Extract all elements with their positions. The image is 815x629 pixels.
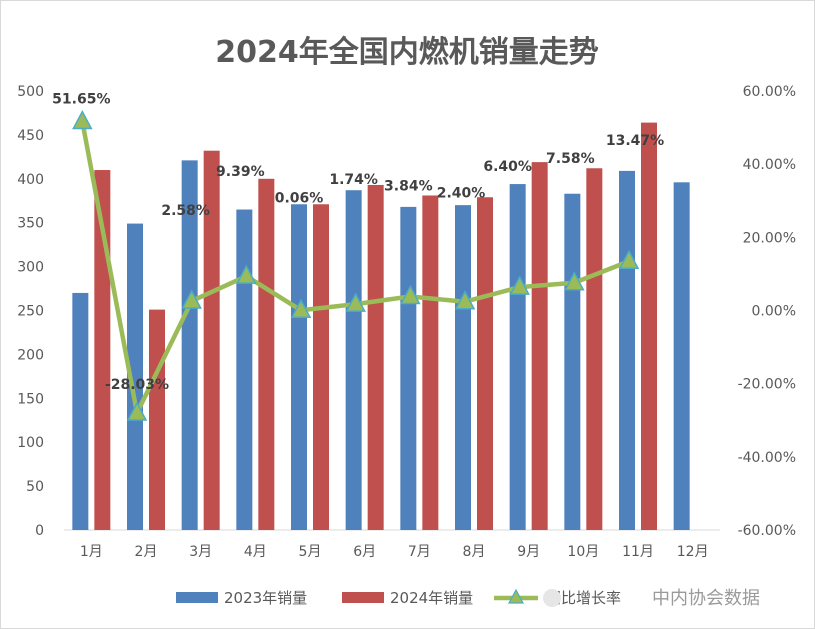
growth-marker: [564, 271, 585, 291]
growth-data-label: 6.40%: [483, 159, 532, 175]
bars: [72, 122, 690, 531]
bar-2024: [531, 162, 548, 531]
legend-label: 2023年销量: [224, 589, 307, 607]
x-tick-label: 5月: [299, 544, 322, 560]
growth-marker: [345, 292, 366, 312]
growth-marker: [400, 284, 421, 305]
bar-2023: [455, 205, 471, 530]
growth-marker: [126, 401, 148, 421]
growth-data-label: -28.03%: [105, 377, 169, 393]
legend-label: 2024年销量: [390, 589, 473, 607]
x-tick-label: 11月: [622, 544, 654, 560]
y-right-tick-label: 60.00%: [743, 84, 796, 100]
y-left-tick-label: 100: [17, 435, 44, 451]
x-tick-label: 1月: [80, 544, 103, 560]
growth-data-label: 13.47%: [606, 133, 664, 149]
watermark: 中内协会数据: [543, 588, 760, 609]
y-right-tick-label: -20.00%: [738, 377, 796, 393]
bar-2023: [291, 204, 307, 530]
growth-data-label: 3.84%: [384, 178, 433, 194]
y-right-tick-label: 20.00%: [743, 230, 796, 246]
growth-marker: [181, 289, 202, 309]
y-left-tick-label: 150: [17, 391, 44, 407]
y-left-tick-label: 400: [17, 172, 44, 188]
growth-data-label: 2.40%: [437, 186, 486, 202]
bar-2024: [367, 184, 384, 531]
legend-label: 同比增长率: [546, 589, 621, 607]
y-right-tick-label: -60.00%: [738, 523, 796, 539]
growth-marker: [290, 298, 312, 319]
x-tick-label: 8月: [463, 544, 486, 560]
growth-marker: [454, 290, 476, 310]
y-left-tick-label: 200: [17, 347, 44, 363]
bar-2024: [258, 178, 275, 531]
bar-2024: [586, 168, 603, 530]
bar-2023: [181, 160, 198, 530]
growth-data-label: 51.65%: [52, 92, 110, 108]
legend-swatch: [342, 592, 384, 603]
bar-2024: [313, 204, 329, 530]
bar-2023: [127, 223, 143, 530]
growth-marker: [509, 275, 530, 295]
y-left-tick-label: 500: [17, 84, 44, 100]
x-tick-label: 9月: [517, 544, 540, 560]
bar-2024: [149, 309, 165, 530]
y-left-tick-label: 250: [17, 304, 44, 320]
y-left-tick-label: 300: [17, 260, 44, 276]
growth-data-label: 1.74%: [329, 172, 378, 188]
growth-line: [72, 109, 640, 421]
bar-2023: [345, 190, 362, 531]
x-tick-label: 6月: [353, 544, 376, 560]
y-left-tick-label: 350: [17, 216, 44, 232]
growth-data-label: 7.58%: [546, 151, 595, 167]
x-tick-label: 12月: [677, 544, 709, 560]
watermark-text: 中内协会数据: [652, 588, 760, 609]
x-tick-label: 4月: [244, 544, 267, 560]
bar-2024: [422, 195, 439, 530]
x-tick-label: 2月: [135, 544, 158, 560]
bar-2023: [564, 193, 581, 530]
bar-2023: [400, 206, 417, 530]
bar-2023: [673, 182, 690, 530]
bar-2023: [236, 209, 253, 530]
y-left-tick-label: 0: [35, 523, 44, 539]
axes: 0 50 100 150 200 250 300 350 400 450 500 -60.00% -40…: [17, 84, 796, 560]
y-right-tick-label: 0.00%: [752, 304, 796, 320]
x-tick-label: 10月: [567, 544, 599, 560]
y-left-tick-label: 50: [26, 479, 44, 495]
y-left-tick-label: 450: [17, 128, 44, 144]
bar-2024: [203, 150, 220, 531]
growth-data-label: 0.06%: [275, 190, 324, 206]
growth-marker: [72, 109, 93, 130]
bar-2023: [509, 184, 526, 530]
chart-title: 2024年全国内燃机销量走势: [215, 35, 599, 70]
data-labels: 51.65% -28.03% 2.58% 9.39% 0.06% 1.74% 3.84% 2.…: [52, 92, 664, 393]
x-tick-label: 7月: [408, 544, 431, 560]
legend-swatch: [176, 592, 218, 603]
x-tick-label: 3月: [189, 544, 212, 560]
bar-2024: [641, 122, 657, 530]
growth-marker: [618, 249, 640, 269]
bar-2024: [477, 197, 493, 530]
growth-data-label: 9.39%: [216, 164, 265, 180]
legend: 2023年销量 2024年销量 同比增长率: [176, 588, 621, 607]
y-right-tick-label: 40.00%: [743, 157, 796, 173]
growth-marker: [236, 264, 257, 284]
growth-data-label: 2.58%: [161, 203, 210, 219]
watermark-logo-icon: [543, 589, 561, 607]
bar-2023: [72, 292, 89, 530]
legend-marker: [507, 588, 525, 604]
bar-2023: [619, 170, 635, 530]
y-right-tick-label: -40.00%: [738, 450, 796, 466]
